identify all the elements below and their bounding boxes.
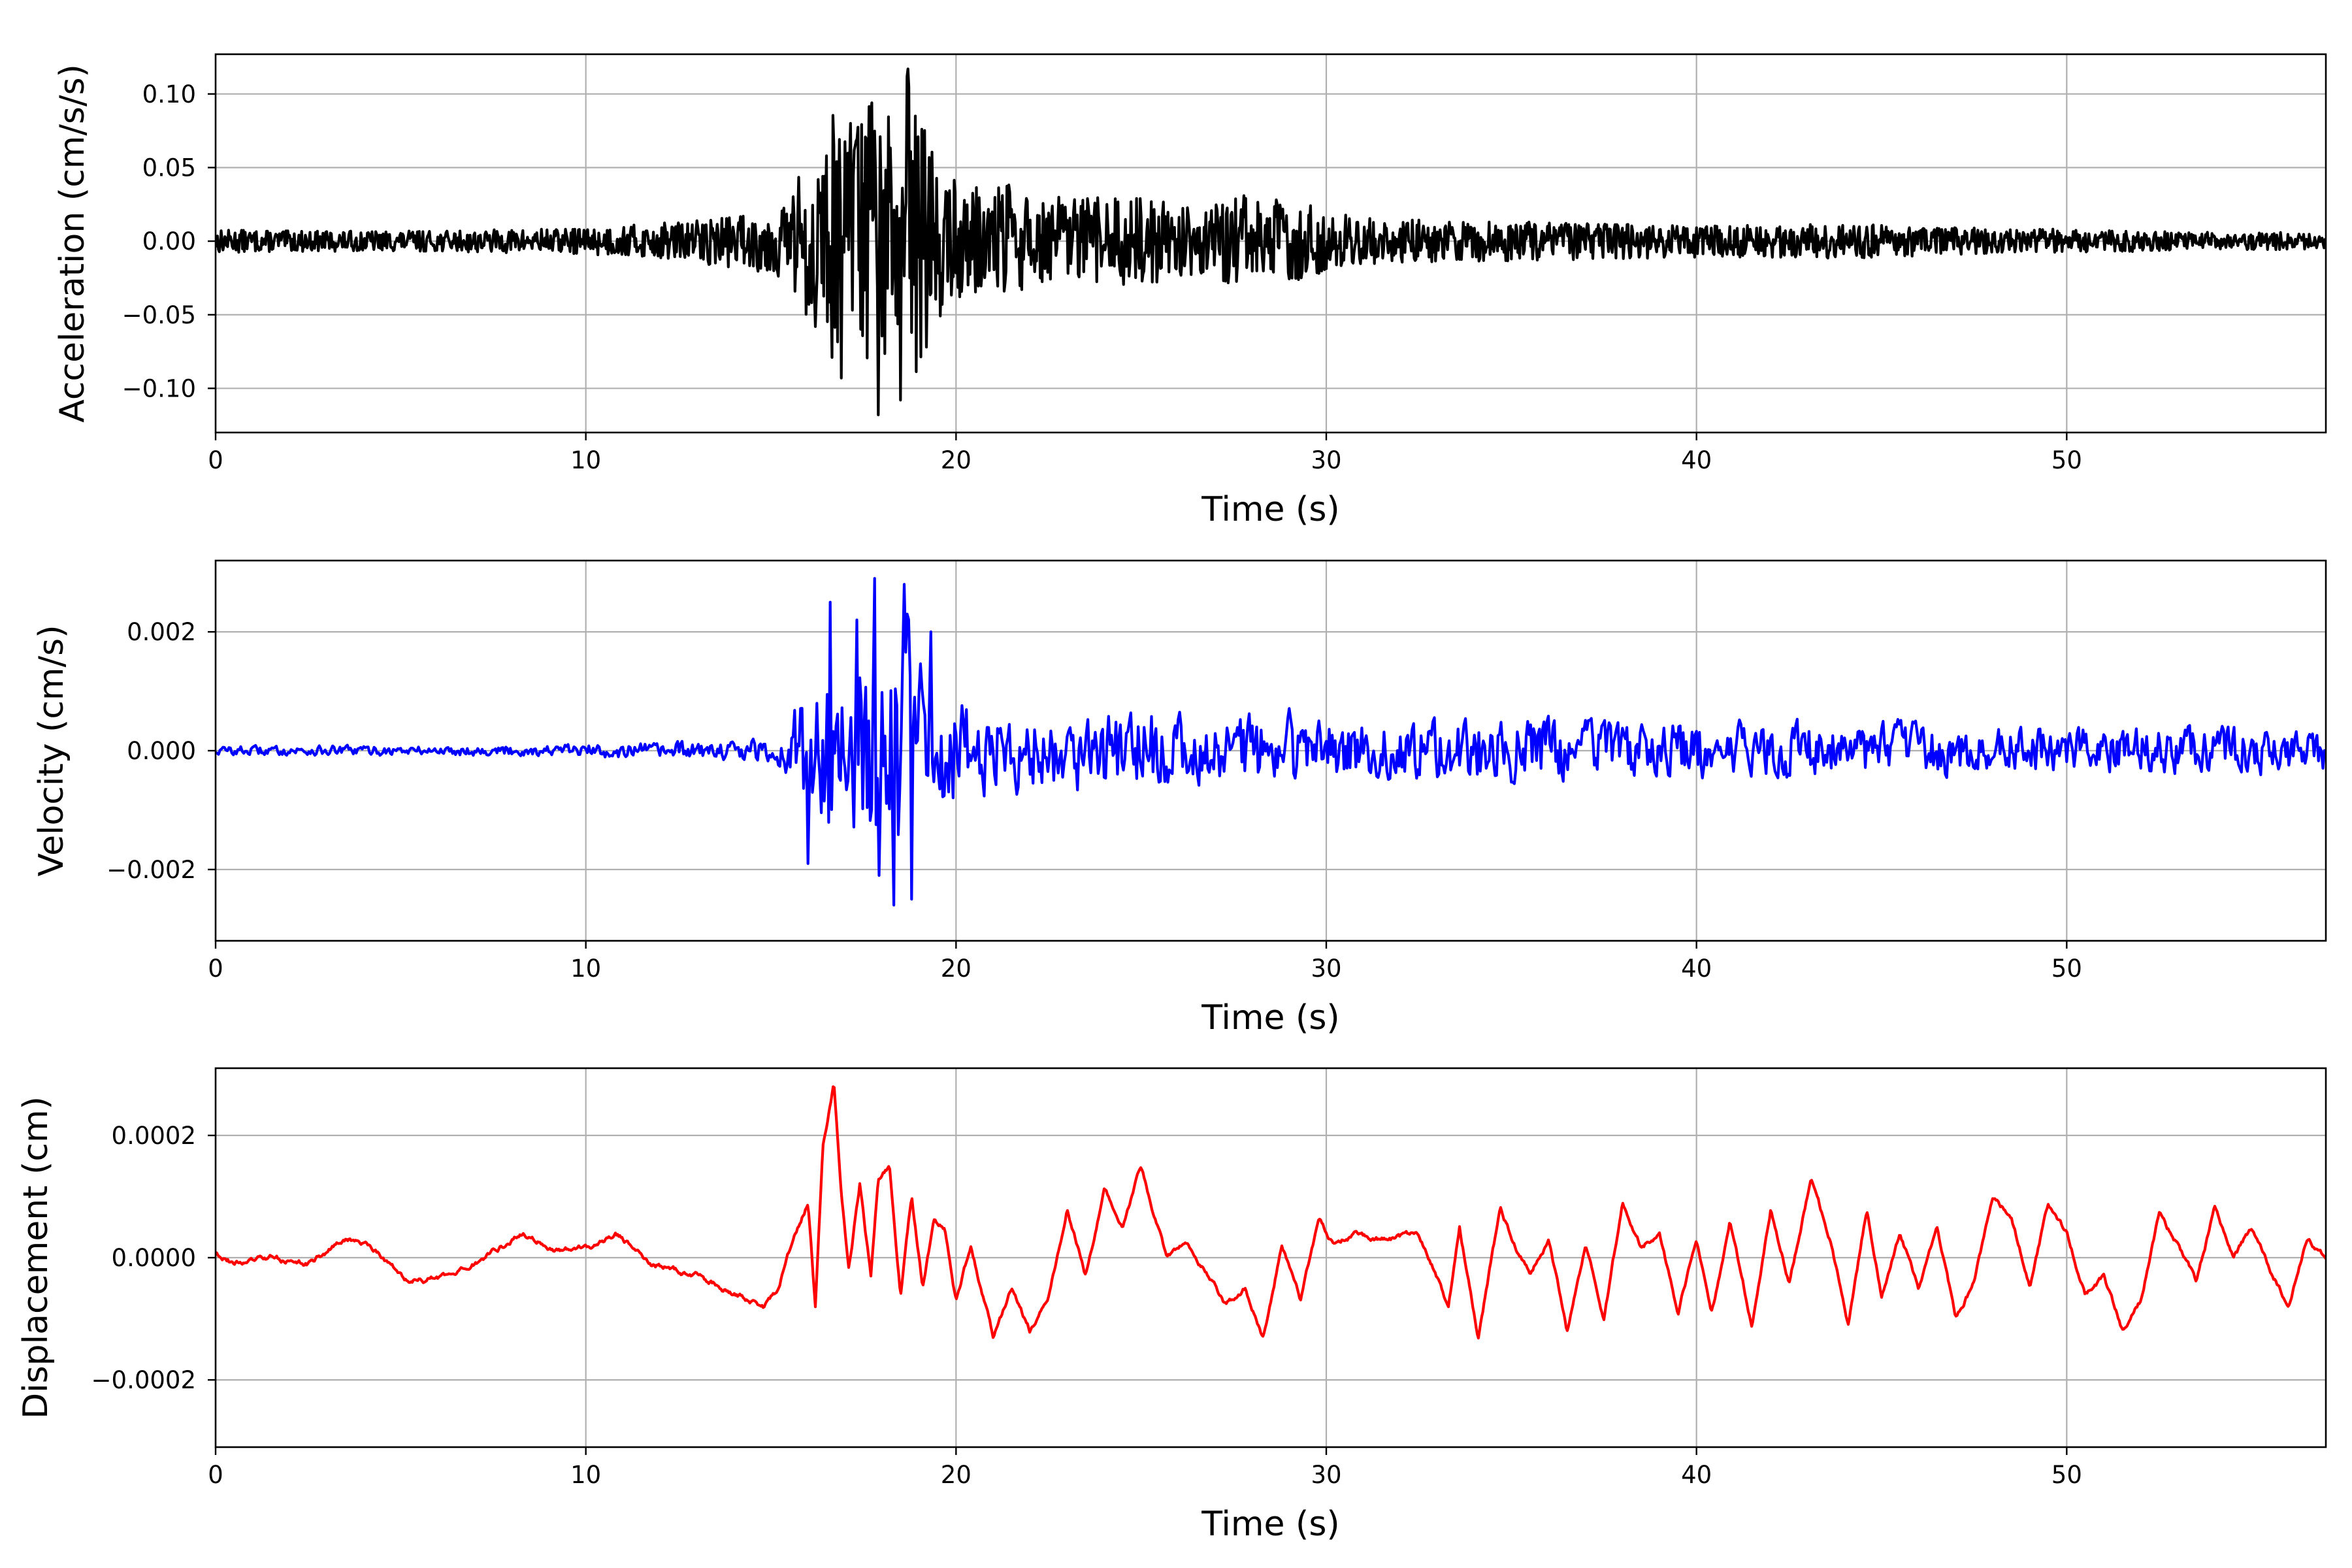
- acceleration-x-tick-label: 10: [570, 446, 601, 474]
- acceleration-series-line: [216, 67, 2326, 417]
- displacement-x-tick-label: 0: [208, 1461, 223, 1489]
- acceleration-x-tick-label: 20: [941, 446, 972, 474]
- velocity-x-tick-label: 0: [208, 955, 223, 983]
- displacement-x-tick-label: 50: [2051, 1461, 2082, 1489]
- acceleration-x-tick-label: 50: [2051, 446, 2082, 474]
- displacement-y-tick-label: 0.0000: [112, 1244, 196, 1272]
- velocity-x-tick-label: 40: [1681, 955, 1712, 983]
- velocity-x-tick-label: 50: [2051, 955, 2082, 983]
- acceleration-x-axis-label: Time (s): [1201, 490, 1339, 529]
- displacement-panel: 0 10 20 30 40 50 −0.0002 0.0000 0.0002 Time (s) Di…: [16, 1067, 2327, 1544]
- velocity-y-tick-label: −0.002: [106, 856, 196, 884]
- velocity-panel: 0 10 20 30 40 50 −0.002 0.000 0.002 Time (s) Veloc…: [32, 559, 2327, 1037]
- displacement-x-tick-label: 40: [1681, 1461, 1712, 1489]
- velocity-x-tick-label: 30: [1311, 955, 1341, 983]
- displacement-y-axis-label: Displacement (cm): [16, 1096, 56, 1419]
- acceleration-y-tick-label: 0.10: [142, 80, 196, 108]
- velocity-y-axis-label: Velocity (cm/s): [32, 625, 71, 877]
- acceleration-x-tick-label: 40: [1681, 446, 1712, 474]
- acceleration-y-tick-label: −0.10: [122, 374, 196, 402]
- acceleration-y-tick-label: 0.05: [142, 154, 196, 182]
- displacement-x-axis-label: Time (s): [1201, 1505, 1339, 1544]
- velocity-y-tick-label: 0.002: [127, 618, 196, 646]
- acceleration-panel: 0 10 20 30 40 50 −0.10 −0.05 0.00 0.05 0.10 Time (s…: [53, 53, 2327, 529]
- velocity-x-tick-label: 20: [941, 955, 972, 983]
- displacement-y-tick-label: −0.0002: [91, 1366, 196, 1394]
- displacement-series-line: [216, 1085, 2326, 1340]
- acceleration-y-tick-label: −0.05: [122, 301, 196, 329]
- displacement-x-tick-label: 10: [570, 1461, 601, 1489]
- acceleration-x-tick-label: 0: [208, 446, 223, 474]
- displacement-x-tick-label: 30: [1311, 1461, 1341, 1489]
- acceleration-x-tick-label: 30: [1311, 446, 1341, 474]
- velocity-y-tick-label: 0.000: [127, 737, 196, 765]
- velocity-series-line: [216, 577, 2326, 907]
- velocity-x-tick-label: 10: [570, 955, 601, 983]
- acceleration-y-axis-label: Acceleration (cm/s/s): [53, 64, 92, 423]
- displacement-x-tick-label: 20: [941, 1461, 972, 1489]
- displacement-y-tick-label: 0.0002: [112, 1122, 196, 1150]
- acceleration-axes-frame: [214, 53, 2327, 434]
- velocity-x-axis-label: Time (s): [1201, 998, 1339, 1037]
- acceleration-y-tick-label: 0.00: [142, 227, 196, 255]
